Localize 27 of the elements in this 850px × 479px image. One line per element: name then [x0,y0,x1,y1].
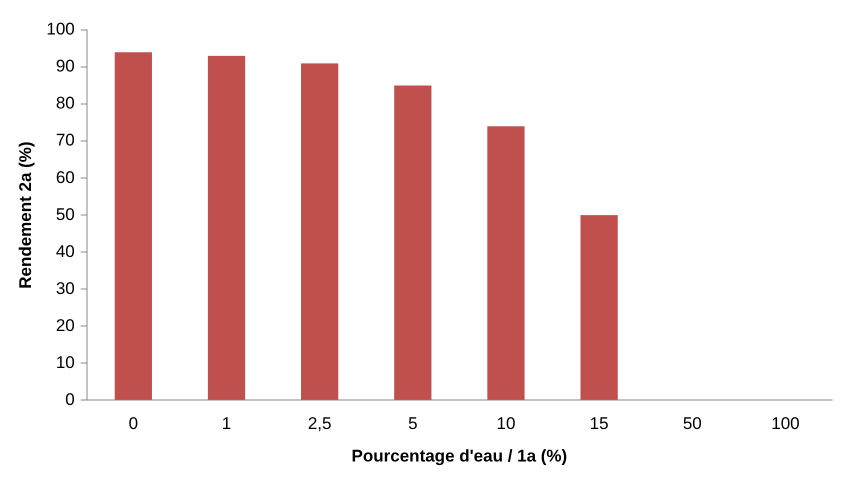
x-tick-label: 15 [590,414,609,434]
bar [114,52,152,400]
x-tick-label: 0 [128,414,138,434]
x-axis-title: Pourcentage d'eau / 1a (%) [352,446,568,466]
y-tick-label: 40 [56,242,75,261]
x-tick-label: 2,5 [308,414,332,434]
bar [580,215,618,400]
y-tick-label: 60 [56,168,75,187]
y-tick-label: 80 [56,94,75,113]
bar [487,126,525,400]
bar [208,56,246,400]
y-tick-label: 0 [65,390,75,409]
y-tick-label: 100 [46,20,75,39]
bar [301,63,338,400]
x-tick-label: 10 [496,414,516,434]
y-tick-label: 10 [56,352,75,372]
y-tick-label: 90 [56,56,75,76]
y-tick-label: 70 [56,130,75,150]
x-tick-label: 1 [222,414,232,434]
y-tick-label: 30 [56,278,75,298]
x-tick-label: 100 [771,414,800,434]
bar [394,86,432,400]
y-tick-label: 20 [56,316,75,335]
x-tick-label: 50 [682,414,702,434]
y-tick-label: 50 [56,204,75,224]
y-axis-title: Rendement 2a (%) [16,141,35,289]
x-tick-label: 5 [408,414,418,434]
